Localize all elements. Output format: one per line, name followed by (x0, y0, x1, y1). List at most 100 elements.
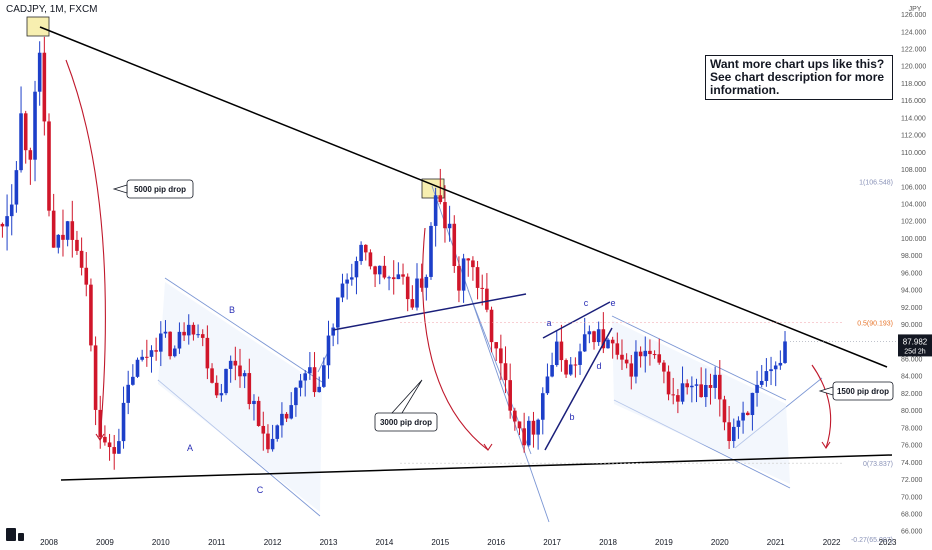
x-tick-label: 2021 (767, 538, 785, 547)
candle-body (373, 266, 377, 275)
x-tick-label: 2015 (431, 538, 449, 547)
wave-label: d (596, 361, 601, 371)
highlight-box (26, 16, 50, 37)
callout-box (374, 412, 438, 432)
candle-body (326, 335, 331, 366)
candle-body (149, 350, 154, 357)
promo-box: Want more chart ups like this? See chart… (705, 55, 893, 100)
y-tick-label: 118.000 (901, 81, 926, 88)
candle-body (559, 341, 564, 361)
candle-body (620, 354, 624, 360)
candle-body (652, 354, 657, 356)
candle-body (37, 52, 42, 92)
candle-body (554, 341, 559, 366)
x-tick-label: 2014 (376, 538, 394, 547)
x-tick-label: 2010 (152, 538, 170, 547)
fib-label: 0.5(90.193) (857, 320, 893, 327)
candle-body (280, 413, 284, 426)
y-tick-label: 90.000 (901, 322, 923, 329)
candle-body (9, 204, 14, 217)
candle-body (410, 299, 415, 308)
candle-body (419, 278, 424, 288)
candle-body (387, 277, 391, 279)
candle-body (452, 223, 457, 267)
candle-body (643, 350, 648, 357)
candle-body (480, 287, 485, 289)
candle-body (545, 376, 550, 394)
candle-body (685, 383, 689, 388)
y-unit-label: JPY (909, 6, 922, 13)
candle-body (564, 360, 568, 375)
price-tag (898, 334, 932, 357)
candle-body (177, 331, 182, 349)
y-axis: 66.000 68.000 70.000 72.000 74.000 76.000 78.0… (901, 6, 926, 536)
candle-body (759, 380, 764, 385)
candle-body (14, 170, 19, 205)
candle-body (396, 274, 401, 280)
candle-body (112, 447, 117, 454)
y-tick-label: 84.000 (901, 374, 923, 381)
tradingview-logo (6, 528, 24, 541)
candle-body (154, 350, 158, 352)
y-tick-label: 82.000 (901, 391, 923, 398)
arrow-head (821, 441, 831, 449)
candle-body (531, 420, 536, 435)
candle-body (79, 250, 84, 268)
fib-label: 1(106.548) (859, 180, 893, 187)
candle-body (275, 425, 280, 439)
tv-logo-mark (6, 528, 16, 541)
candle-body (391, 277, 396, 280)
y-tick-label: 126.000 (901, 12, 926, 19)
candle-body (135, 359, 140, 377)
candle-body (219, 393, 224, 396)
y-tick-label: 76.000 (901, 443, 923, 450)
candle-body (0, 223, 5, 227)
candle-body (745, 412, 750, 416)
candle-body (438, 195, 443, 203)
channel-lines (157, 185, 823, 523)
candle-body (778, 362, 783, 366)
candle-body (704, 385, 708, 398)
candle-body (368, 252, 373, 267)
candle-body (573, 364, 578, 366)
candle-body (42, 52, 47, 122)
candle-body (592, 331, 596, 343)
candle-body (648, 350, 652, 355)
candle-body (606, 339, 610, 349)
candle-body (312, 367, 317, 393)
candle-body (252, 400, 256, 405)
candlesticks (0, 36, 787, 470)
candle-body (568, 364, 573, 375)
wave-labels: A B Ca b c d e (187, 298, 616, 495)
candle-body (289, 405, 294, 419)
candle-body (601, 329, 606, 349)
y-tick-label: 78.000 (901, 425, 923, 432)
neckline (332, 293, 527, 331)
x-tick-label: 2020 (711, 538, 729, 547)
candle-body (587, 331, 592, 335)
candle-body (536, 419, 540, 435)
candle-body (447, 223, 452, 229)
candle-body (475, 267, 480, 288)
candle-body (415, 278, 419, 308)
candle-body (140, 356, 144, 360)
candle-body (200, 334, 205, 338)
candle-body (308, 367, 312, 374)
candle-body (522, 428, 526, 446)
channel-fill (612, 320, 790, 484)
candle-body (61, 234, 65, 240)
y-tick-label: 98.000 (901, 253, 923, 260)
candle-body (713, 374, 717, 388)
callout-tail (818, 386, 834, 396)
candle-body (750, 392, 755, 416)
candle-body (214, 382, 219, 396)
callout-tail (391, 379, 423, 414)
candle-body (107, 442, 112, 448)
candle-body (508, 380, 512, 411)
candle-body (303, 373, 308, 381)
candle-body (205, 337, 210, 369)
y-tick-label: 104.000 (901, 201, 926, 208)
support-trendline (60, 454, 893, 481)
candle-body (499, 348, 503, 364)
